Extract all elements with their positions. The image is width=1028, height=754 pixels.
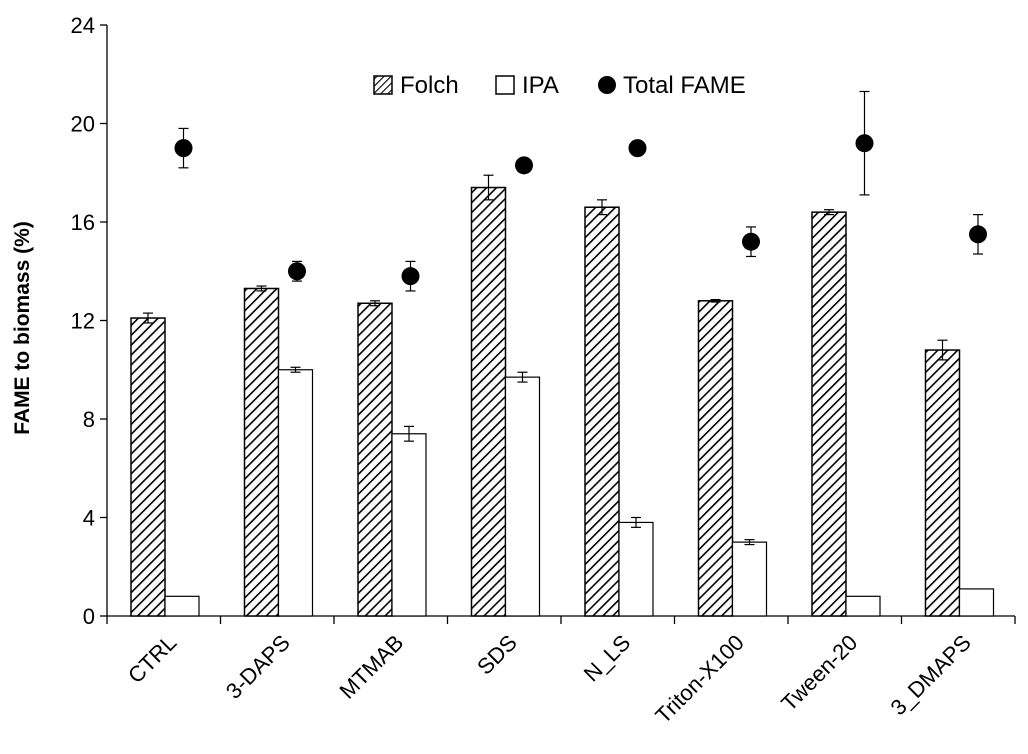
- bar-folch: [470, 186, 507, 617]
- legend-swatch-ipa: [495, 75, 515, 95]
- y-tick-label: 4: [83, 506, 95, 531]
- legend-swatch-folch: [373, 75, 393, 95]
- legend: Folch IPA Total FAME: [373, 72, 746, 99]
- point-total-fame: [288, 262, 306, 281]
- bar-folch: [130, 317, 166, 617]
- bar-ipa: [958, 588, 995, 617]
- y-tick-label: 0: [83, 604, 95, 629]
- x-axis: CTRL 3-DAPS MTMAB SDS N_LS Triton-X100 Tween-2…: [106, 615, 1016, 728]
- y-tick-label: 16: [71, 210, 95, 235]
- error-bar-ipa: [744, 539, 755, 546]
- bar-folch: [811, 211, 847, 617]
- point-total-fame: [515, 156, 533, 175]
- error-bar-folch: [597, 199, 607, 216]
- point-total-fame: [742, 232, 760, 251]
- bar-ipa: [731, 541, 768, 617]
- y-tick-label: 12: [71, 309, 95, 334]
- error-bar-folch: [710, 298, 721, 303]
- legend-label-folch: Folch: [400, 72, 459, 99]
- bar-ipa: [618, 521, 654, 617]
- y-tick-label: 24: [71, 13, 95, 38]
- bar-folch: [243, 287, 280, 617]
- x-tick-label: Triton-X100: [650, 630, 748, 728]
- markers: [174, 90, 987, 292]
- x-tick-label: 3-DAPS: [221, 630, 295, 704]
- y-axis: 0 4 8 12 16 20 24: [71, 13, 108, 629]
- error-bar-folch: [143, 312, 153, 324]
- x-tick-label: CTRL: [123, 630, 181, 688]
- error-bar-folch: [937, 339, 948, 361]
- bar-ipa: [164, 595, 200, 617]
- x-tick-label: N_LS: [579, 630, 636, 687]
- error-bar-ipa: [290, 366, 301, 373]
- error-bar-ipa: [517, 371, 528, 383]
- bar-ipa: [391, 433, 427, 617]
- x-tick-label: SDS: [472, 630, 522, 680]
- bar-ipa: [277, 369, 314, 617]
- x-tick-label: Tween-20: [776, 630, 862, 716]
- point-total-fame: [969, 225, 987, 244]
- bar-folch: [357, 302, 393, 617]
- legend-marker-total-fame: [598, 76, 616, 94]
- error-bar-ipa: [631, 516, 641, 528]
- bar-folch: [584, 206, 620, 617]
- bars: [130, 174, 995, 617]
- error-bar-folch: [824, 209, 834, 216]
- error-bar-folch: [370, 300, 380, 307]
- error-bar-folch: [256, 285, 267, 292]
- y-axis-title: FAME to biomass (%): [11, 221, 34, 435]
- x-tick-label: MTMAB: [334, 630, 408, 704]
- bar-ipa: [845, 595, 881, 617]
- point-total-fame: [628, 139, 647, 158]
- legend-label-ipa: IPA: [522, 72, 559, 99]
- error-bar-ipa: [404, 425, 414, 442]
- bar-folch: [697, 300, 734, 617]
- legend-label-total-fame: Total FAME: [623, 72, 746, 99]
- y-tick-label: 8: [83, 407, 95, 432]
- point-total-fame: [855, 134, 874, 153]
- point-total-fame: [174, 139, 193, 158]
- y-tick-label: 20: [71, 112, 95, 137]
- bar-folch: [924, 349, 961, 617]
- x-tick-label: 3_DMAPS: [885, 630, 975, 720]
- bar-ipa: [504, 376, 541, 617]
- error-bar-folch: [483, 174, 494, 201]
- point-total-fame: [401, 267, 420, 286]
